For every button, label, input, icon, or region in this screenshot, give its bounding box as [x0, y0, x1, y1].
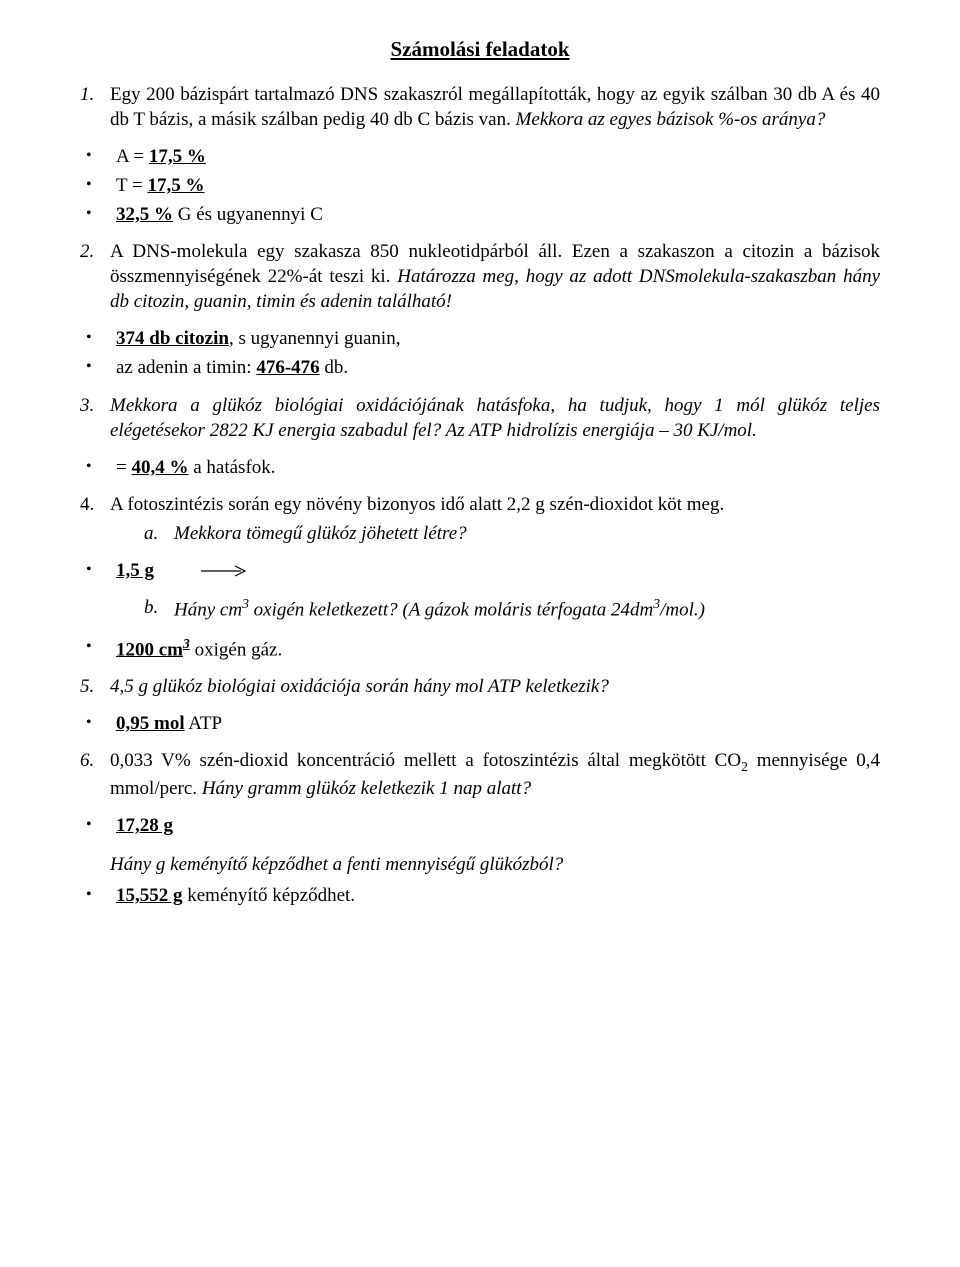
answer-text: 374 db citozin, s ugyanennyi guanin,	[116, 326, 880, 351]
question-body: 4,5 g glükóz biológiai oxidációja során …	[110, 674, 880, 699]
bullet-icon: •	[80, 326, 116, 350]
question-number: 1.	[80, 82, 110, 107]
answer-text: T = 17,5 %	[116, 173, 880, 198]
question-text-italic: Hány gramm glükóz keletkezik 1 nap alatt…	[202, 778, 531, 799]
question-text-italic: Mekkora az egyes bázisok %-os aránya?	[516, 109, 826, 130]
bullet-icon: •	[80, 455, 116, 479]
answer-text: A = 17,5 %	[116, 144, 880, 169]
question-number: 3.	[80, 393, 110, 418]
answer-text: 15,552 g keményítő képződhet.	[116, 883, 880, 908]
answer-text: 1200 cm3 oxigén gáz.	[116, 635, 880, 662]
question-body: Egy 200 bázispárt tartalmazó DNS szakasz…	[110, 82, 880, 132]
answer-prefix: az adenin a timin:	[116, 357, 256, 378]
answer-bullet: • 374 db citozin, s ugyanennyi guanin,	[80, 326, 880, 351]
superscript: 3	[242, 596, 249, 611]
answer-value: 0,95 mol	[116, 713, 185, 734]
answer-value: 17,28 g	[116, 815, 173, 836]
answer-suffix: , s ugyanennyi guanin,	[229, 328, 401, 349]
question-4a: a. Mekkora tömegű glükóz jöhetett létre?	[80, 521, 880, 546]
answer-text: 0,95 mol ATP	[116, 711, 880, 736]
question-number: 2.	[80, 239, 110, 264]
page-title: Számolási feladatok	[80, 36, 880, 64]
answer-bullet: • = 40,4 % a hatásfok.	[80, 455, 880, 480]
bullet-icon: •	[80, 173, 116, 197]
answer-value: 40,4 %	[131, 457, 188, 478]
answer-suffix: keményítő képződhet.	[183, 885, 356, 906]
bullet-icon: •	[80, 144, 116, 168]
answer-prefix: =	[116, 457, 131, 478]
question-2: 2. A DNS-molekula egy szakasza 850 nukle…	[80, 239, 880, 314]
answer-bullet: • A = 17,5 %	[80, 144, 880, 169]
document-page: Számolási feladatok 1. Egy 200 bázispárt…	[0, 0, 960, 1267]
answer-text: 32,5 % G és ugyanennyi C	[116, 202, 880, 227]
question-body: A fotoszintézis során egy növény bizonyo…	[110, 492, 880, 517]
superscript: 3	[183, 636, 190, 651]
answer-text: az adenin a timin: 476-476 db.	[116, 355, 880, 380]
subscript: 2	[741, 759, 748, 774]
sub-body: Mekkora tömegű glükóz jöhetett létre?	[174, 521, 880, 546]
bullet-icon: •	[80, 558, 116, 582]
bullet-icon: •	[80, 635, 116, 659]
answer-suffix: a hatásfok.	[188, 457, 275, 478]
bullet-icon: •	[80, 355, 116, 379]
question-4: 4. A fotoszintézis során egy növény bizo…	[80, 492, 880, 517]
answer-prefix: A =	[116, 146, 149, 167]
answer-suffix: ATP	[185, 713, 223, 734]
answer-bullet: • T = 17,5 %	[80, 173, 880, 198]
question-1: 1. Egy 200 bázispárt tartalmazó DNS szak…	[80, 82, 880, 132]
answer-value: 32,5 %	[116, 204, 173, 225]
answer-text: = 40,4 % a hatásfok.	[116, 455, 880, 480]
bullet-icon: •	[80, 711, 116, 735]
answer-value: 17,5 %	[147, 175, 204, 196]
answer-suffix: oxigén gáz.	[190, 639, 282, 660]
answer-value: 15,552 g	[116, 885, 183, 906]
bullet-icon: •	[80, 202, 116, 226]
question-number: 5.	[80, 674, 110, 699]
sub-letter: b.	[144, 595, 174, 622]
answer-value: 1,5 g	[116, 560, 154, 581]
answer-value: 476-476	[256, 357, 319, 378]
answer-value: 17,5 %	[149, 146, 206, 167]
answer-bullet: • 32,5 % G és ugyanennyi C	[80, 202, 880, 227]
answer-bullet: • 17,28 g	[80, 813, 880, 838]
question-body: 0,033 V% szén-dioxid koncentráció mellet…	[110, 748, 880, 801]
question-text: 0,033 V% szén-dioxid koncentráció mellet…	[110, 750, 741, 771]
sub-text: /mol.)	[660, 600, 705, 621]
question-number: 6.	[80, 748, 110, 773]
arrow-icon	[201, 560, 247, 584]
answer-bullet: • 0,95 mol ATP	[80, 711, 880, 736]
answer-value: 374 db citozin	[116, 328, 229, 349]
bullet-icon: •	[80, 883, 116, 907]
question-body: Mekkora a glükóz biológiai oxidációjának…	[110, 393, 880, 443]
answer-bullet: • 1200 cm3 oxigén gáz.	[80, 635, 880, 662]
answer-bullet: • az adenin a timin: 476-476 db.	[80, 355, 880, 380]
answer-prefix: T =	[116, 175, 147, 196]
question-4b: b. Hány cm3 oxigén keletkezett? (A gázok…	[80, 595, 880, 622]
answer-suffix: db.	[320, 357, 349, 378]
question-5: 5. 4,5 g glükóz biológiai oxidációja sor…	[80, 674, 880, 699]
question-body: A DNS-molekula egy szakasza 850 nukleoti…	[110, 239, 880, 314]
question-6: 6. 0,033 V% szén-dioxid koncentráció mel…	[80, 748, 880, 801]
answer-text: 1,5 g	[116, 558, 880, 584]
question-3: 3. Mekkora a glükóz biológiai oxidációjá…	[80, 393, 880, 443]
sub-text: oxigén keletkezett? (A gázok moláris tér…	[249, 600, 653, 621]
question-number: 4.	[80, 492, 110, 517]
sub-text: Hány cm	[174, 600, 242, 621]
sub-letter: a.	[144, 521, 174, 546]
answer-text: 17,28 g	[116, 813, 880, 838]
answer-suffix: G és ugyanennyi C	[173, 204, 323, 225]
sub-body: Hány cm3 oxigén keletkezett? (A gázok mo…	[174, 595, 880, 622]
bullet-icon: •	[80, 813, 116, 837]
answer-bullet: • 15,552 g keményítő képződhet.	[80, 883, 880, 908]
follow-up-question: Hány g keményítő képződhet a fenti menny…	[80, 852, 880, 877]
answer-bullet: • 1,5 g	[80, 558, 880, 584]
answer-value: 1200 cm	[116, 639, 183, 660]
